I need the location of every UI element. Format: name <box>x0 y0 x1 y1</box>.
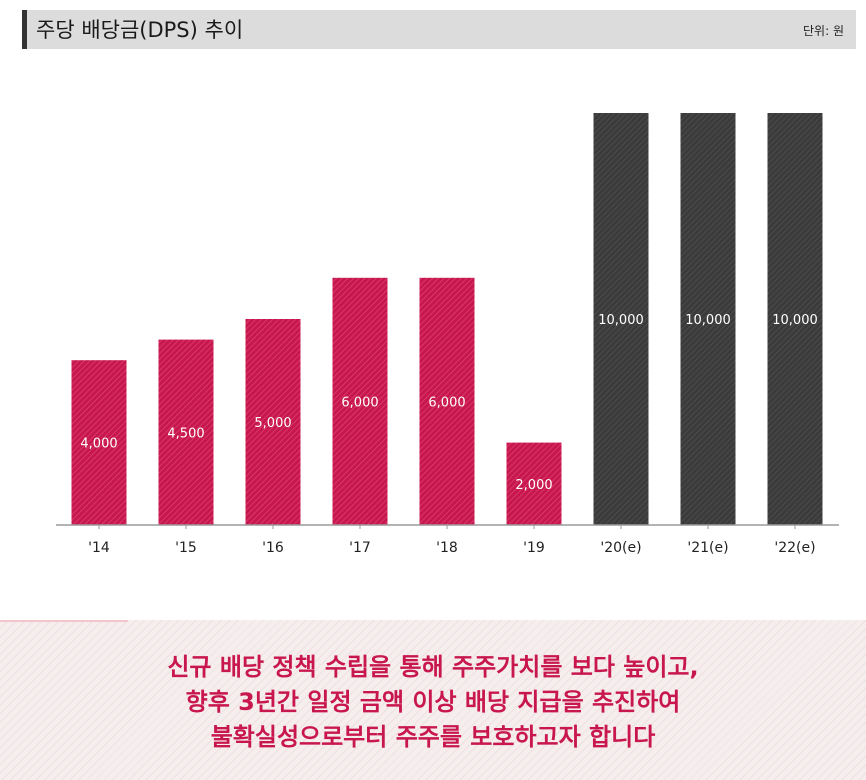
bar-value-label-4: 6,000 <box>428 395 465 410</box>
bar-value-label-7: 10,000 <box>685 313 731 328</box>
x-tick-label-1: '15 <box>175 540 197 556</box>
dps-bar-chart: 4,000 4,500 5,000 6,000 6,000 2,000 10,000 10,0… <box>56 113 839 556</box>
bar-3 <box>332 277 388 525</box>
footer-line-1: 신규 배당 정책 수립을 통해 주주가치를 보다 높이고, <box>167 653 699 681</box>
bar-4 <box>419 277 475 525</box>
bar-value-label-3: 6,000 <box>341 395 378 410</box>
x-tick-label-8: '22(e) <box>774 540 815 556</box>
chart-header: 주당 배당금(DPS) 추이 단위: 원 <box>22 10 856 49</box>
bar-value-label-2: 5,000 <box>254 416 291 431</box>
bar-value-label-5: 2,000 <box>515 478 552 493</box>
x-tick-label-4: '18 <box>436 540 458 556</box>
footer-line-2: 향후 3년간 일정 금액 이상 배당 지급을 추진하여 <box>185 688 681 716</box>
footer-message: 신규 배당 정책 수립을 통해 주주가치를 보다 높이고, 향후 3년간 일정 … <box>0 650 866 755</box>
bar-7 <box>680 113 736 525</box>
footer-message-box: 신규 배당 정책 수립을 통해 주주가치를 보다 높이고, 향후 3년간 일정 … <box>0 620 866 780</box>
x-tick-label-5: '19 <box>523 540 545 556</box>
unit-label: 단위: 원 <box>803 24 844 38</box>
x-tick-label-7: '21(e) <box>687 540 728 556</box>
bar-0 <box>71 360 127 525</box>
bar-5 <box>506 442 562 525</box>
x-tick-label-6: '20(e) <box>600 540 641 556</box>
x-tick-label-0: '14 <box>88 540 110 556</box>
bar-value-label-6: 10,000 <box>598 313 644 328</box>
bars-group: 4,000 4,500 5,000 6,000 6,000 2,000 10,000 10,0… <box>71 113 823 525</box>
bar-6 <box>593 113 649 525</box>
bar-1 <box>158 339 214 525</box>
bar-value-label-8: 10,000 <box>772 313 818 328</box>
bar-2 <box>245 319 301 525</box>
footer-accent-line <box>0 620 128 622</box>
bar-8 <box>767 113 823 525</box>
footer-line-3: 불확실성으로부터 주주를 보호하고자 합니다 <box>210 723 656 751</box>
x-ticks-group: '14 '15 '16 '17 '18 '19 '20(e) '21(e) '22(e) <box>88 525 816 556</box>
chart-title: 주당 배당금(DPS) 추이 <box>36 18 244 42</box>
x-tick-label-2: '16 <box>262 540 284 556</box>
x-tick-label-3: '17 <box>349 540 371 556</box>
bar-value-label-1: 4,500 <box>167 426 204 441</box>
bar-value-label-0: 4,000 <box>80 437 117 452</box>
